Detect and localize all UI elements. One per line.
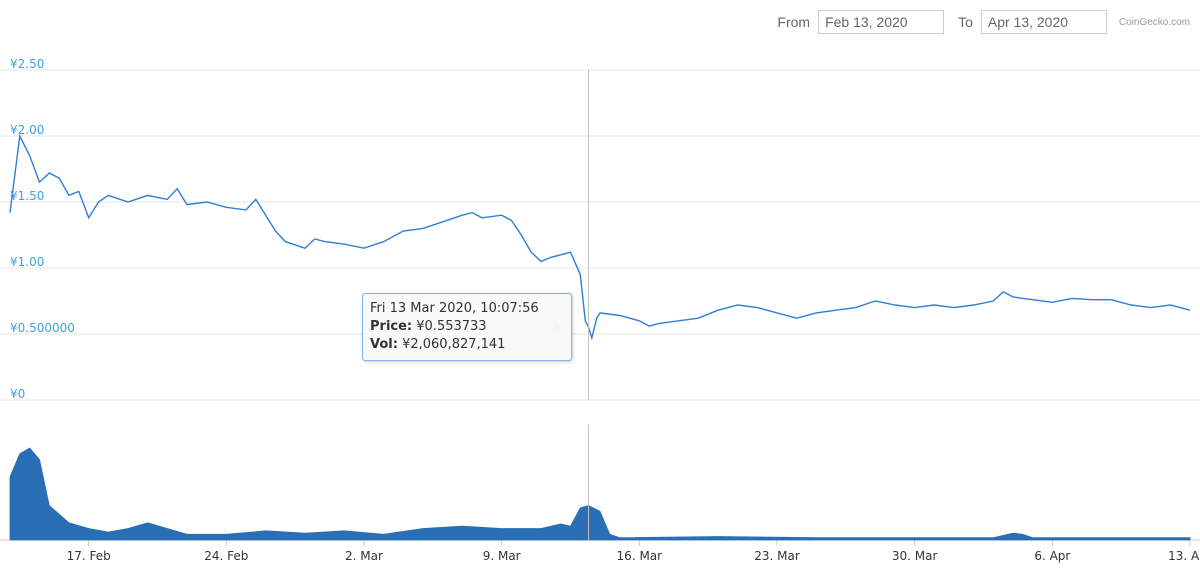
x-tick-label: 16. Mar [617, 549, 663, 563]
y-tick-label: ¥1.50 [10, 189, 44, 203]
y-tick-label: ¥0.500000 [10, 321, 75, 335]
x-tick-label: 2. Mar [345, 549, 383, 563]
volume-area [9, 447, 1191, 541]
x-tick-label: 23. Mar [754, 549, 800, 563]
y-tick-label: ¥0 [10, 387, 25, 401]
y-tick-label: ¥2.00 [10, 123, 44, 137]
x-tick-label: 24. Feb [204, 549, 248, 563]
credit-link[interactable]: CoinGecko.com [1118, 16, 1190, 28]
tooltip-price-label: Price: [370, 319, 413, 334]
x-tick-label: 13. Apr [1168, 549, 1200, 563]
tooltip-date: Fri 13 Mar 2020, 10:07:56 [370, 301, 539, 316]
tooltip-vol-row: Vol: ¥2,060,827,141 [370, 336, 564, 354]
tooltip-price-value: ¥0.553733 [416, 319, 487, 334]
y-tick-label: ¥2.50 [10, 57, 44, 71]
tooltip-vol-label: Vol: [370, 337, 398, 352]
y-tick-label: ¥1.00 [10, 255, 44, 269]
price-line [9, 133, 1191, 341]
date-range-bar: From To CoinGecko.com [763, 8, 1190, 36]
x-tick-label: 9. Mar [483, 549, 521, 563]
to-date-input[interactable] [980, 10, 1107, 34]
from-date-input[interactable] [818, 10, 945, 34]
x-tick-label: 17. Feb [67, 549, 111, 563]
to-label: To [958, 14, 973, 30]
chart-tooltip: Fri 13 Mar 2020, 10:07:56 Price: ¥0.5537… [362, 293, 572, 361]
x-tick-label: 6. Apr [1034, 549, 1070, 563]
from-label: From [777, 14, 811, 30]
x-tick-label: 30. Mar [892, 549, 938, 563]
tooltip-price-row: Price: ¥0.553733 [370, 318, 564, 336]
tooltip-vol-value: ¥2,060,827,141 [402, 337, 506, 352]
